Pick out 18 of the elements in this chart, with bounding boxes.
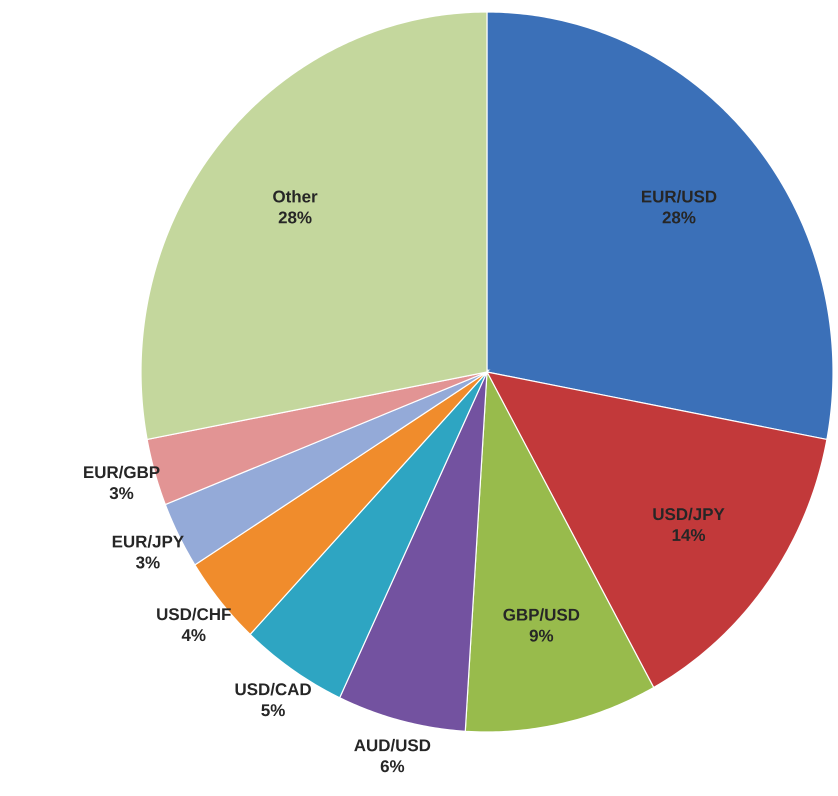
slice-label: EUR/USD [642, 190, 716, 203]
slice-label: AUD/USD [354, 738, 430, 752]
data-label: 6% [380, 760, 404, 772]
data-label: 3% [110, 487, 134, 500]
data-label: 28% [662, 211, 696, 224]
data-label: 28% [278, 211, 312, 224]
slice-label: EUR/JPY [112, 535, 184, 548]
slice-label: USD/JPY [653, 508, 725, 520]
data-label: 14% [672, 529, 706, 541]
slice-label: Other [273, 190, 318, 203]
slice-label: USD/CAD [236, 682, 311, 696]
slice-label: GBP/USD [503, 608, 580, 621]
slice-label: EUR/GBP [84, 466, 160, 478]
data-label: 3% [136, 556, 160, 568]
data-label: 5% [261, 704, 285, 716]
data-label: 4% [182, 629, 206, 642]
slice-label: USD/CHF [157, 608, 231, 620]
data-label: 9% [530, 630, 554, 642]
